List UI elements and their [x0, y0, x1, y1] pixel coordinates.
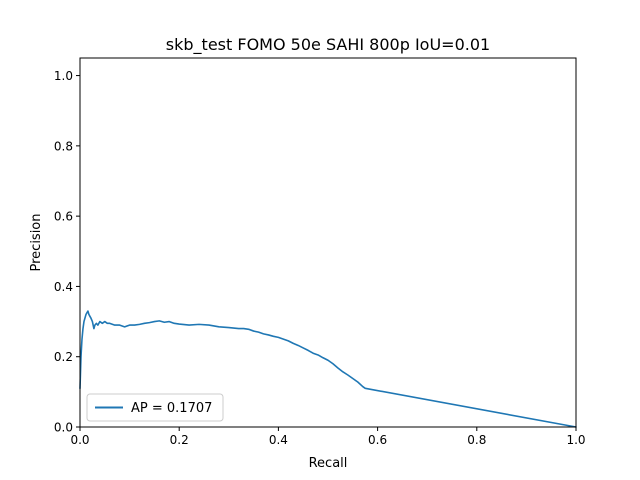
- y-tick-label: 0.0: [54, 421, 73, 435]
- x-tick-label: 0.6: [368, 433, 387, 447]
- legend: AP = 0.1707: [86, 393, 224, 422]
- x-axis: 0.0 0.2 0.4 0.6 0.8 1.0: [70, 427, 586, 447]
- y-tick-label: 1.0: [54, 69, 73, 83]
- chart-title: skb_test FOMO 50e SAHI 800p IoU=0.01: [166, 35, 490, 55]
- x-axis-label: Recall: [309, 456, 348, 471]
- legend-box: [86, 393, 224, 422]
- y-tick-label: 0.4: [54, 280, 73, 294]
- x-tick-label: 1.0: [566, 433, 585, 447]
- x-tick-label: 0.2: [170, 433, 189, 447]
- plot-area: [79, 310, 577, 428]
- x-tick-label: 0.4: [269, 433, 288, 447]
- y-axis-label: Precision: [29, 213, 44, 271]
- x-tick-label: 0.0: [70, 433, 89, 447]
- pr-curve-line: [79, 310, 577, 428]
- x-tick-label: 0.8: [467, 433, 486, 447]
- y-tick-label: 0.2: [54, 350, 73, 364]
- legend-label: AP = 0.1707: [131, 401, 212, 416]
- y-axis: 0.0 0.2 0.4 0.6 0.8 1.0: [54, 69, 80, 435]
- y-tick-label: 0.6: [54, 210, 73, 224]
- y-tick-label: 0.8: [54, 139, 73, 153]
- axes-frame: [79, 57, 577, 428]
